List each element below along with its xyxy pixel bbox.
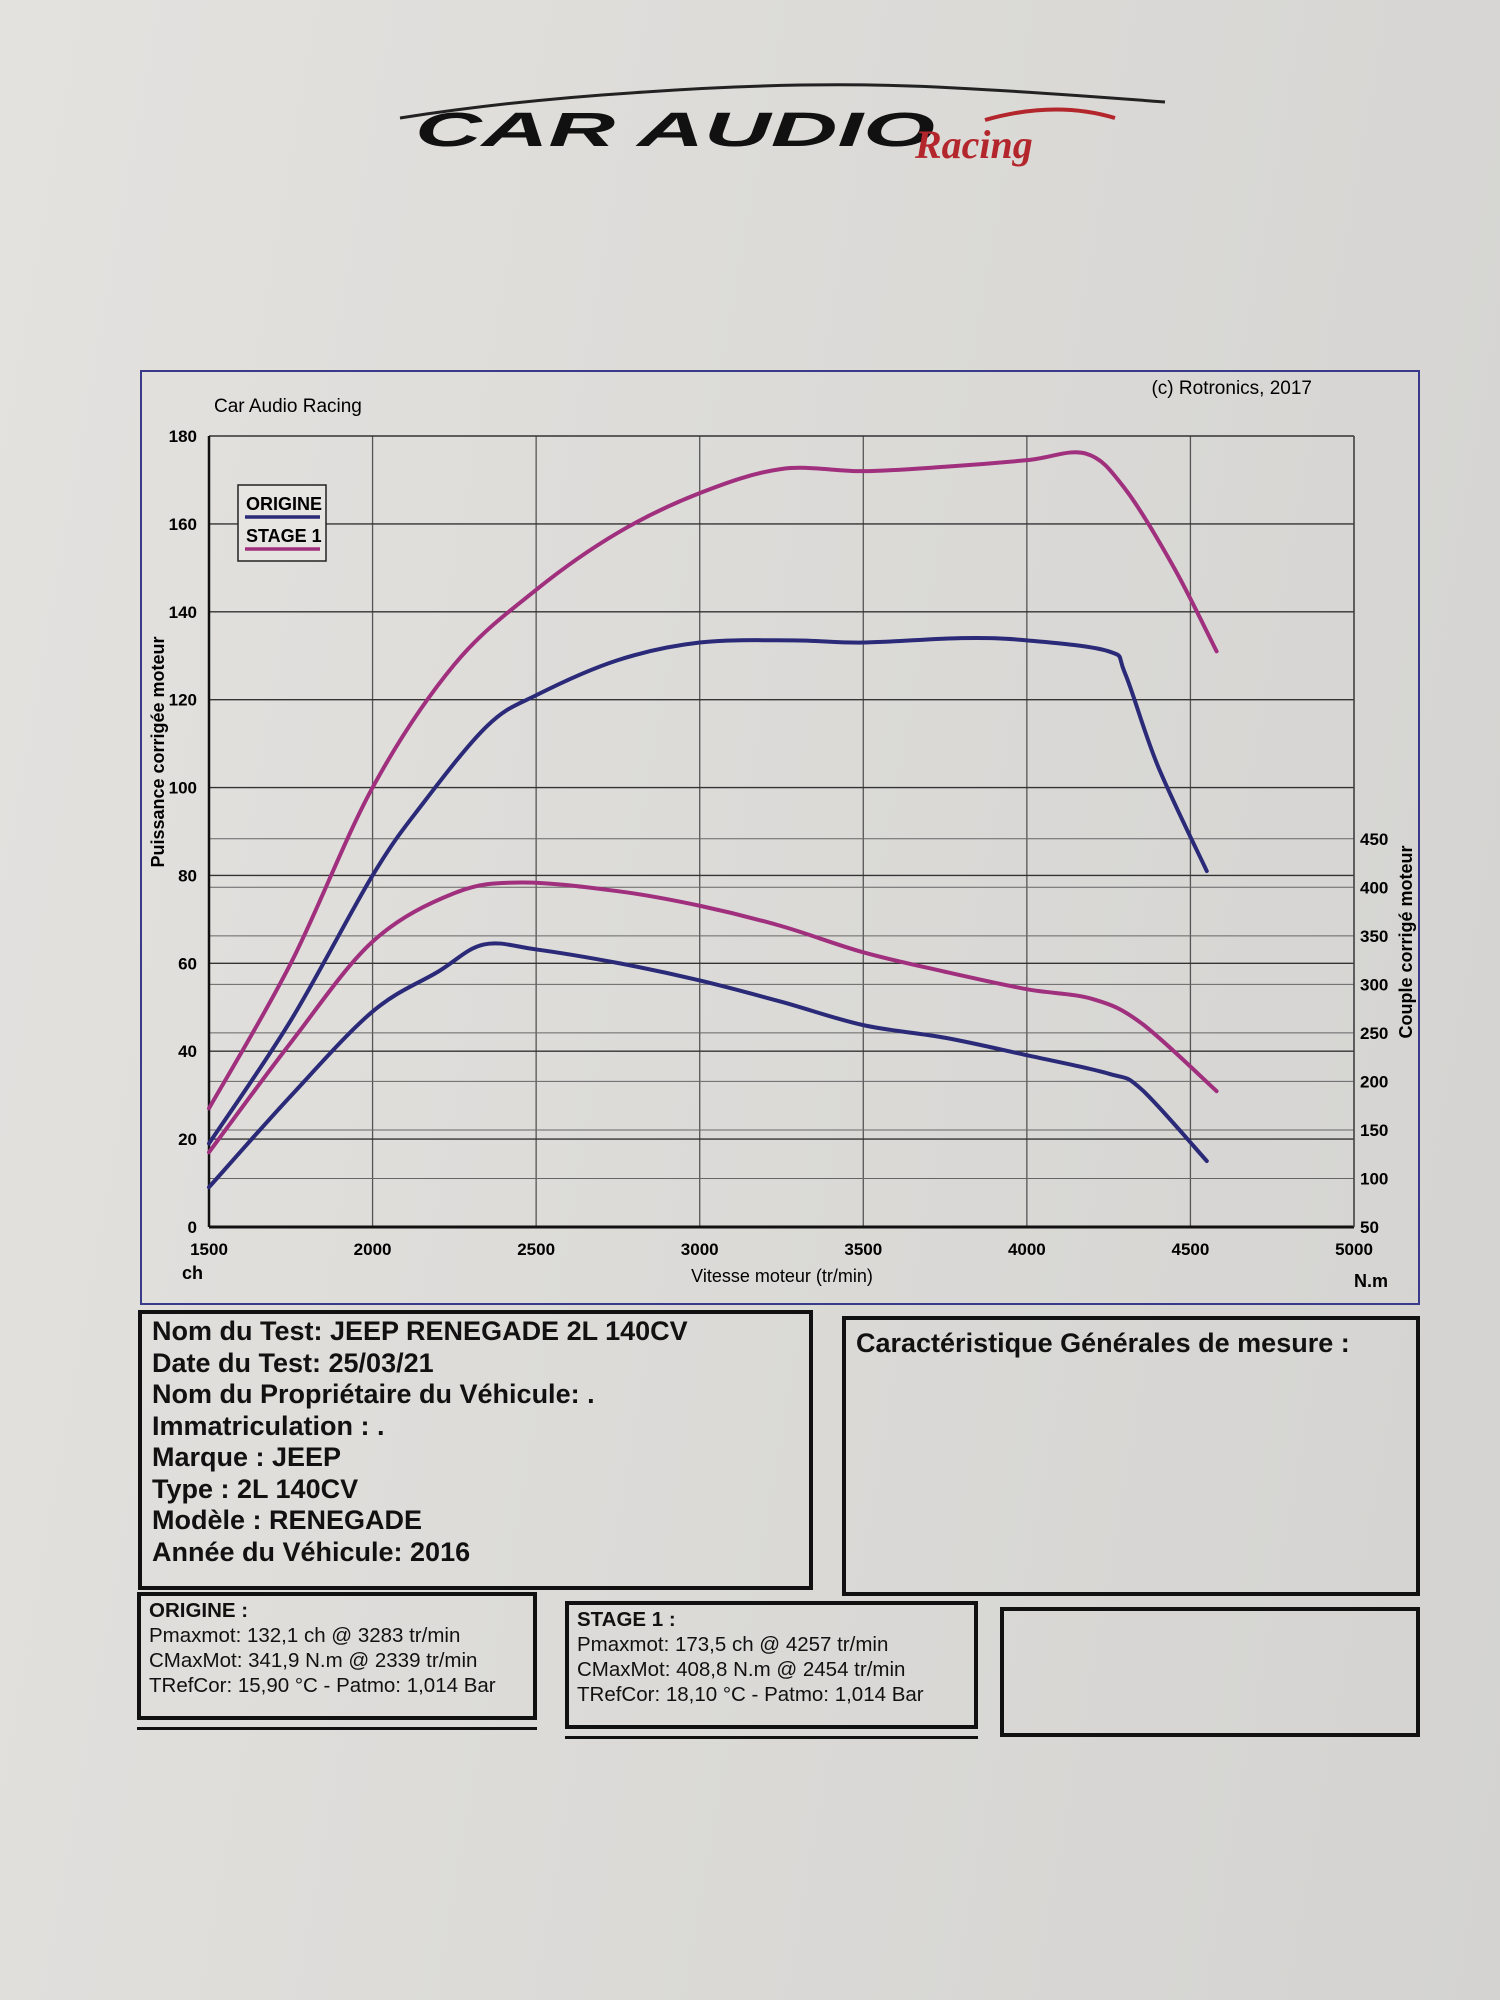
model: Modèle : RENEGADE	[152, 1505, 423, 1535]
y-tick-label: 40	[178, 1042, 197, 1061]
y2-tick-label: 300	[1360, 975, 1388, 994]
brand: Marque : JEEP	[152, 1442, 342, 1472]
y-tick-label: 180	[169, 427, 197, 446]
divider	[565, 1736, 978, 1739]
x-tick-label: 3500	[844, 1240, 882, 1259]
y-tick-label: 140	[169, 603, 197, 622]
y-tick-label: 160	[169, 515, 197, 534]
x-tick-label: 5000	[1335, 1240, 1373, 1259]
y2-tick-label: 350	[1360, 927, 1388, 946]
y2-axis-label: Couple corrigé moteur	[1396, 845, 1416, 1038]
origine-tref: TRefCor: 15,90 °C - Patmo: 1,014 Bar	[149, 1674, 496, 1697]
type: Type : 2L 140CV	[152, 1473, 359, 1504]
y-tick-label: 0	[188, 1218, 197, 1237]
x-tick-label: 4500	[1172, 1240, 1210, 1259]
stage1-cmax: CMaxMot: 408,8 N.m @ 2454 tr/min	[577, 1658, 906, 1681]
stage1-power-line	[207, 450, 1219, 1111]
dyno-chart: Car Audio Racing (c) Rotronics, 2017 150…	[140, 370, 1420, 1305]
test-name: Nom du Test: JEEP RENEGADE 2L 140CV	[152, 1316, 688, 1346]
y2-tick-label: 400	[1360, 878, 1388, 897]
origine-power-line	[207, 636, 1209, 1146]
stage1-tref: TRefCor: 18,10 °C - Patmo: 1,014 Bar	[577, 1683, 924, 1706]
origine-title: ORIGINE :	[149, 1599, 249, 1622]
y-tick-label: 100	[169, 779, 197, 798]
car-audio-racing-logo: CAR AUDIO Racing	[395, 80, 1175, 170]
y-axis-label: Puissance corrigée moteur	[148, 636, 168, 867]
divider	[137, 1727, 537, 1730]
vehicle-year: Année du Véhicule: 2016	[152, 1536, 471, 1567]
x-axis-label: Vitesse moteur (tr/min)	[691, 1266, 873, 1286]
y-tick-label: 80	[178, 866, 197, 885]
y2-tick-label: 200	[1360, 1072, 1388, 1091]
general-title: Caractéristique Générales de mesure :	[856, 1328, 1350, 1358]
legend-stage1: STAGE 1	[246, 526, 322, 546]
svg-text:Racing: Racing	[914, 122, 1033, 167]
test-date: Date du Test: 25/03/21	[152, 1347, 434, 1378]
origine-cmax: CMaxMot: 341,9 N.m @ 2339 tr/min	[149, 1649, 478, 1672]
right-unit: N.m	[1354, 1271, 1388, 1291]
x-tick-label: 3000	[681, 1240, 719, 1259]
y-tick-label: 60	[178, 954, 197, 973]
origine-results-box: ORIGINE : Pmaxmot: 132,1 ch @ 3283 tr/mi…	[137, 1592, 537, 1720]
origine-torque-line	[207, 941, 1209, 1190]
svg-text:CAR AUDIO: CAR AUDIO	[415, 104, 935, 157]
y-tick-label: 120	[169, 691, 197, 710]
stage1-results-box: STAGE 1 : Pmaxmot: 173,5 ch @ 4257 tr/mi…	[565, 1601, 978, 1729]
empty-results-box	[1000, 1607, 1420, 1737]
registration: Immatriculation : .	[152, 1410, 385, 1441]
y2-tick-label: 250	[1360, 1024, 1388, 1043]
stage1-pmax: Pmaxmot: 173,5 ch @ 4257 tr/min	[577, 1633, 889, 1656]
stage1-title: STAGE 1 :	[577, 1608, 676, 1631]
left-unit: ch	[182, 1263, 203, 1283]
y2-tick-label: 100	[1360, 1169, 1388, 1188]
y-tick-label: 20	[178, 1130, 197, 1149]
x-tick-label: 2000	[354, 1240, 392, 1259]
chart-header-right: (c) Rotronics, 2017	[1151, 378, 1312, 399]
chart-header-left: Car Audio Racing	[214, 396, 362, 417]
x-tick-label: 4000	[1008, 1240, 1046, 1259]
legend-origine: ORIGINE	[246, 494, 322, 514]
owner-name: Nom du Propriétaire du Véhicule: .	[152, 1379, 595, 1409]
origine-pmax: Pmaxmot: 132,1 ch @ 3283 tr/min	[149, 1624, 461, 1647]
legend: ORIGINE STAGE 1	[237, 484, 327, 562]
stage1-torque-line	[207, 880, 1219, 1155]
chart-svg: Car Audio Racing (c) Rotronics, 2017 150…	[148, 378, 1416, 1291]
x-tick-label: 2500	[517, 1240, 555, 1259]
y2-tick-label: 50	[1360, 1218, 1379, 1237]
test-info-box: Nom du Test: JEEP RENEGADE 2L 140CV Date…	[138, 1310, 813, 1590]
y2-tick-label: 150	[1360, 1121, 1388, 1140]
general-characteristics-box: Caractéristique Générales de mesure :	[842, 1316, 1420, 1596]
y2-tick-label: 450	[1360, 830, 1388, 849]
x-tick-label: 1500	[190, 1240, 228, 1259]
